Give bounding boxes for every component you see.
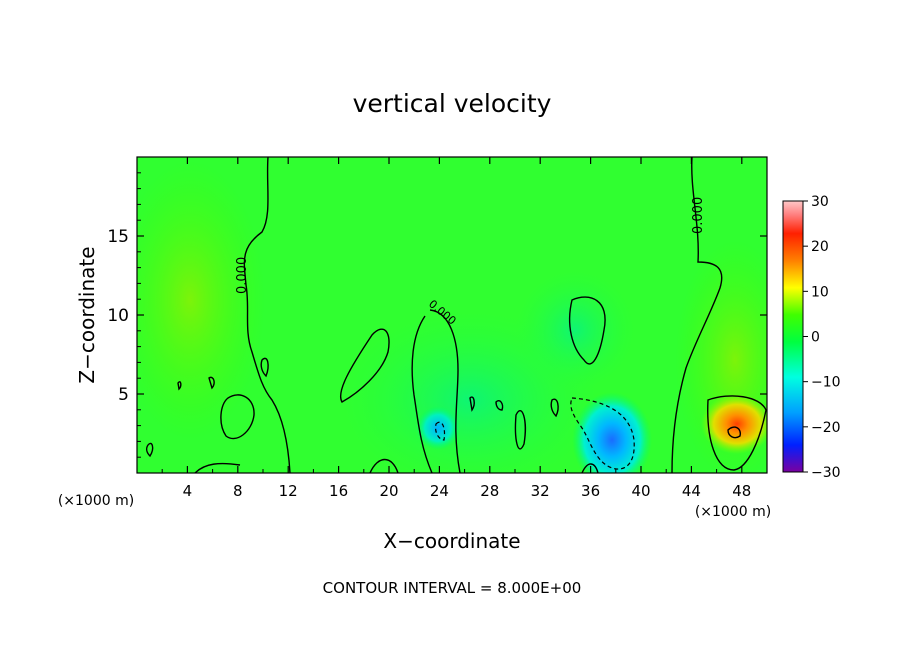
y-axis-label: Z−coordinate — [75, 246, 99, 383]
zero-contours — [145, 157, 767, 473]
x-tick-label: 40 — [631, 482, 650, 500]
x-tick-label: 4 — [183, 482, 193, 500]
y-tick-label: 10 — [107, 306, 129, 326]
x-tick-label: 8 — [233, 482, 243, 500]
contour-label-left: 0.000 — [235, 257, 250, 294]
field-cool-right — [515, 270, 635, 390]
colorbar-tick-label: 30 — [811, 194, 829, 210]
negative-contours — [435, 397, 635, 470]
colorbar-tick-label: 10 — [811, 284, 829, 300]
chart-title: vertical velocity — [353, 89, 552, 118]
colorbar: 30 20 10 0 −10 −20 −30 — [782, 194, 841, 481]
x-tick-label: 28 — [480, 482, 499, 500]
x-tick-label: 32 — [531, 482, 550, 500]
downdraft-main — [572, 392, 652, 473]
colorbar-tick-label: −30 — [811, 465, 841, 481]
x-tick-label: 20 — [379, 482, 398, 500]
x-tick-label: 48 — [732, 482, 751, 500]
y-tick-label: 15 — [107, 227, 129, 247]
colorbar-tick-label: −20 — [811, 420, 841, 436]
colorbar-tick-label: 0 — [811, 330, 820, 346]
x-tick-label: 44 — [682, 482, 701, 500]
x-axis: 4 8 12 16 20 24 28 32 36 40 44 48 — [161, 157, 751, 500]
colorbar-tick-label: −10 — [811, 375, 841, 391]
colorbar-ticks: 30 20 10 0 −10 −20 −30 — [803, 194, 841, 481]
x-tick-label: 24 — [430, 482, 449, 500]
x-unit-right: (×1000 m) — [695, 504, 771, 520]
y-tick-label: 5 — [118, 385, 129, 405]
contour-label-right: 0.000 — [691, 197, 706, 234]
colorbar-tick-label: 20 — [811, 239, 829, 255]
x-tick-label: 16 — [329, 482, 348, 500]
contour-interval-note: CONTOUR INTERVAL = 8.000E+00 — [323, 579, 582, 597]
x-unit-left: (×1000 m) — [58, 493, 134, 509]
y-axis: 5 10 15 — [107, 172, 767, 458]
plot-area: 0.000 0.000 0.000 — [137, 157, 767, 473]
x-axis-label: X−coordinate — [383, 529, 520, 553]
colorbar-scale — [782, 200, 804, 473]
field-warm-left — [137, 160, 265, 440]
x-tick-label: 12 — [279, 482, 298, 500]
updraft-core — [701, 394, 767, 454]
x-tick-label: 36 — [581, 482, 600, 500]
downdraft-small — [416, 406, 460, 450]
